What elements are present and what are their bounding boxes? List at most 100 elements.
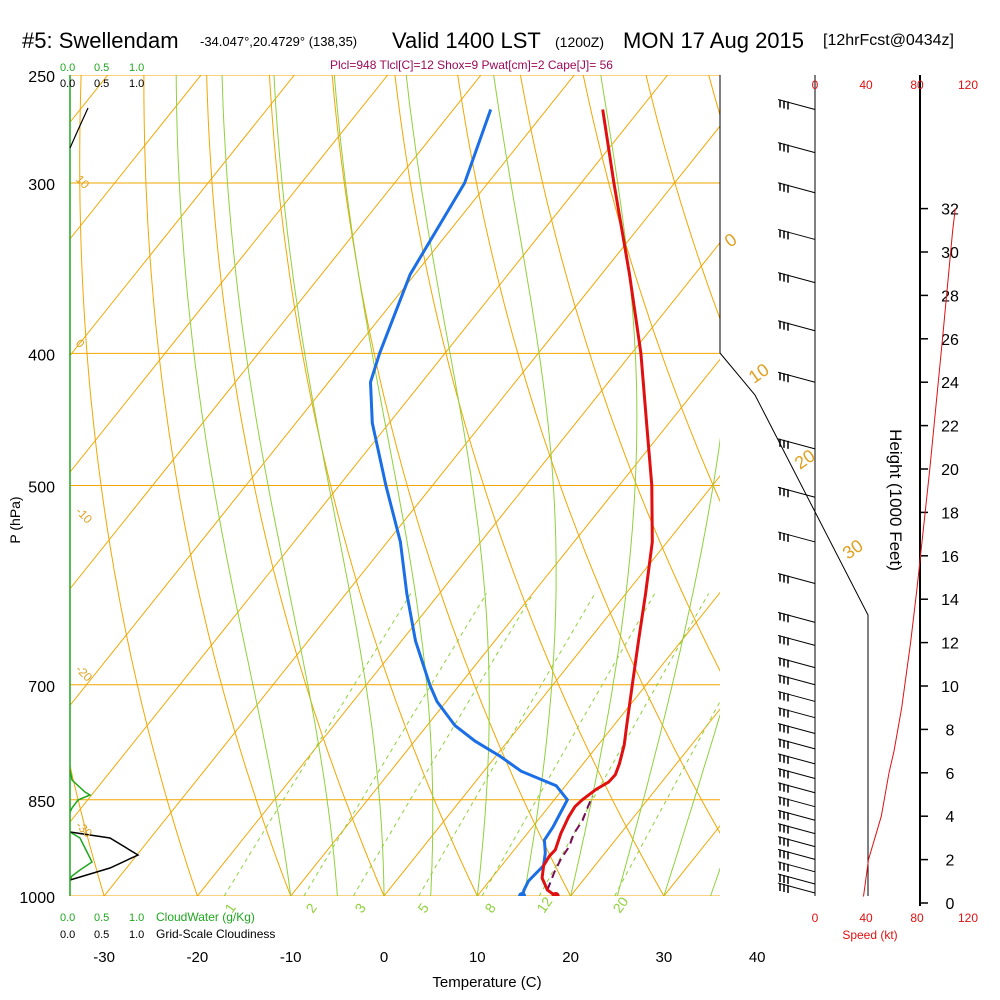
mixing-ratio-label: 12 <box>533 894 555 916</box>
height-tick-label: 6 <box>946 766 955 783</box>
speed-tick-top: 120 <box>958 78 978 92</box>
moist-adiabat-line <box>221 75 338 896</box>
valid-time: Valid 1400 LST <box>392 28 541 53</box>
temp-tick-label: -30 <box>93 949 115 966</box>
wind-barb <box>777 823 816 835</box>
pressure-tick-label: 400 <box>28 347 55 364</box>
isotherm-line <box>383 475 720 896</box>
cloudwater-scale-bottom: 0.0 <box>60 912 75 924</box>
wind-barb <box>777 634 816 646</box>
y-axis-label: P (hPa) <box>7 496 23 543</box>
isotherm-line <box>290 358 720 896</box>
surface-dewpoint-point <box>518 892 527 896</box>
isotherm-line <box>70 75 295 357</box>
mixing-ratio-label: 2 <box>302 900 320 916</box>
moist-adiabat-line <box>493 75 557 896</box>
moist-adiabat-line <box>175 75 292 896</box>
mixing-ratio-label: 5 <box>414 900 432 916</box>
cloudiness-label: Grid-Scale Cloudiness <box>156 927 275 941</box>
forecast-info: [12hrFcst@0434z] <box>823 32 954 49</box>
temp-tick-label: 0 <box>380 949 388 966</box>
cloudiness-scale-bottom: 1.0 <box>129 929 144 941</box>
height-tick-label: 18 <box>941 505 959 522</box>
wind-barb <box>777 753 816 765</box>
isotherm-line <box>70 75 668 823</box>
pressure-tick-label: 1000 <box>19 890 55 907</box>
height-tick-label: 24 <box>941 375 959 392</box>
dry-adiabat-line <box>268 75 478 896</box>
wind-barb <box>777 809 816 821</box>
wind-barb <box>777 767 816 779</box>
isotherm-line <box>197 241 720 896</box>
mixing-ratio-label: 8 <box>481 900 499 916</box>
dry-adiabat-line <box>772 75 1000 896</box>
cloudiness-profile <box>69 831 140 881</box>
cloudwater-scale-top: 1.0 <box>129 62 144 74</box>
wind-barb <box>777 320 816 332</box>
wind-barb <box>777 782 816 794</box>
speed-tick-top: 40 <box>859 78 873 92</box>
dry-adiabat-line <box>143 75 292 896</box>
wind-barb <box>777 182 816 194</box>
cloudiness-top-segment <box>69 107 89 149</box>
cloudiness-scale-bottom: 0.5 <box>94 929 109 941</box>
isotherm-line <box>70 75 575 707</box>
dry-adiabat-label: -10 <box>73 504 95 526</box>
background-lines <box>70 75 1000 896</box>
temperature-trace <box>540 109 654 896</box>
height-tick-label: 14 <box>941 592 959 609</box>
dry-adiabat-label: -30 <box>73 818 95 840</box>
wind-barb <box>777 848 816 860</box>
wind-speed-profile <box>863 208 956 897</box>
wind-barb <box>777 674 816 686</box>
dry-adiabat-line <box>582 75 720 503</box>
mixing-ratio-line <box>538 593 710 896</box>
cloudiness-scale-top: 0.5 <box>94 78 109 90</box>
speed-tick-bottom: 40 <box>859 911 873 925</box>
moist-adiabat-line <box>710 867 720 896</box>
speed-tick-bottom: 80 <box>910 911 924 925</box>
mixing-ratio-line <box>303 593 487 896</box>
height-tick-label: 32 <box>941 202 959 219</box>
wind-barb <box>777 707 816 719</box>
wind-barb <box>777 882 816 894</box>
dry-adiabat-line <box>960 75 1000 896</box>
dry-adiabat-line <box>645 75 720 321</box>
height-tick-label: 0 <box>946 896 955 913</box>
wind-barb <box>777 531 816 543</box>
wind-barb <box>777 738 816 750</box>
pressure-tick-label: 300 <box>28 177 55 194</box>
mixing-ratio-line <box>223 593 412 896</box>
wind-barb <box>777 836 816 848</box>
mixing-ratio-line <box>418 593 596 896</box>
wind-barb <box>777 873 816 885</box>
surface-temperature-point <box>551 892 560 896</box>
isotherm-label: 0 <box>721 229 741 251</box>
wind-barb <box>777 657 816 669</box>
wind-barb <box>777 796 816 808</box>
wind-barb <box>777 573 816 585</box>
height-tick-label: 10 <box>941 679 959 696</box>
cloudwater-scale-bottom: 1.0 <box>129 912 144 924</box>
dry-adiabat-label: -20 <box>73 662 95 684</box>
speed-tick-bottom: 0 <box>812 911 819 925</box>
cloudwater-scale-top: 0.5 <box>94 62 109 74</box>
moist-adiabat-line <box>616 437 720 896</box>
sounding-traces <box>368 108 654 896</box>
temp-tick-label: 40 <box>749 949 766 966</box>
cloudwater-scale-top: 0.0 <box>60 62 75 74</box>
station-title: #5: Swellendam <box>22 28 179 53</box>
isotherm-label: 30 <box>839 535 867 563</box>
cloudiness-scale-top: 1.0 <box>129 78 144 90</box>
valid-date: MON 17 Aug 2015 <box>623 28 805 53</box>
wind-barb <box>777 99 816 110</box>
isotherm-line <box>70 75 482 590</box>
height-tick-label: 12 <box>941 636 959 653</box>
dry-adiabat-line <box>331 75 572 896</box>
wind-barb <box>777 611 816 623</box>
dry-adiabat-line <box>519 75 720 672</box>
valid-time-zulu: (1200Z) <box>555 34 605 50</box>
wind-barb <box>777 438 816 450</box>
